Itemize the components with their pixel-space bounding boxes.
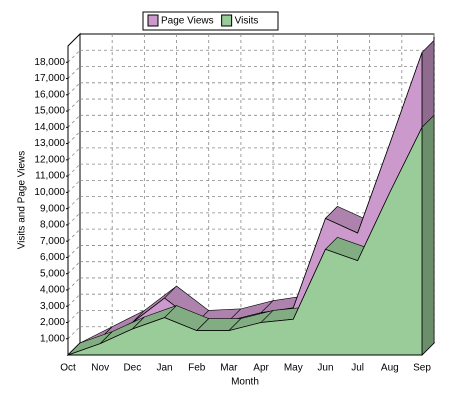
- grid-line: [67, 98, 81, 112]
- y-tick-label: 16,000: [34, 89, 65, 100]
- y-tick-label: 2,000: [40, 317, 65, 328]
- grid-line: [67, 49, 81, 63]
- y-tick-label: 14,000: [34, 122, 65, 133]
- legend-label: Visits: [235, 16, 259, 27]
- legend-box: [142, 11, 279, 31]
- x-tick-label: Jul: [351, 363, 364, 374]
- legend-swatch: [221, 14, 233, 27]
- grid-line: [67, 261, 81, 274]
- x-tick-label: Jun: [317, 363, 333, 374]
- grid-line: [67, 212, 81, 226]
- x-tick-label: Feb: [188, 363, 206, 374]
- y-axis-label: Visits and Page Views: [17, 151, 28, 250]
- y-tick-label: 15,000: [34, 106, 65, 117]
- y-tick-label: 13,000: [34, 138, 65, 149]
- y-tick-label: 4,000: [40, 285, 65, 296]
- x-tick-label: Dec: [123, 363, 141, 374]
- grid-line: [67, 293, 81, 307]
- grid-line: [67, 82, 81, 96]
- grid-line: [67, 310, 81, 323]
- grid-line: [67, 131, 81, 144]
- y-tick-label: 7,000: [40, 236, 65, 247]
- x-tick-label: May: [284, 363, 303, 374]
- x-tick-label: Aug: [381, 363, 399, 374]
- y-tick-label: 9,000: [40, 203, 65, 214]
- grid-line: [67, 66, 81, 79]
- x-tick-label: Nov: [91, 363, 109, 374]
- grid-line: [67, 228, 81, 242]
- x-tick-label: Apr: [253, 363, 269, 374]
- grid-line: [67, 196, 81, 209]
- x-axis-label: Month: [231, 377, 259, 388]
- grid-line: [67, 180, 81, 193]
- y-tick-label: 12,000: [34, 154, 65, 165]
- area: [67, 127, 423, 356]
- x-tick-label: Jan: [156, 363, 172, 374]
- y-tick-label: 5,000: [40, 268, 65, 279]
- y-tick-label: 10,000: [34, 187, 65, 198]
- y-tick-label: 3,000: [40, 301, 65, 312]
- y-tick-label: 1,000: [40, 333, 65, 344]
- side-wall: [67, 32, 81, 357]
- y-tick-label: 11,000: [35, 171, 65, 182]
- y-tick-label: 8,000: [40, 220, 65, 231]
- x-tick-label: Mar: [220, 363, 238, 374]
- x-tick-label: Oct: [60, 363, 76, 374]
- legend-swatch: [147, 14, 159, 27]
- grid-line: [67, 277, 81, 291]
- legend-label: Page Views: [161, 16, 214, 27]
- area-end: [421, 114, 435, 356]
- grid-line: [67, 115, 81, 128]
- y-tick-label: 18,000: [34, 57, 65, 68]
- grid-line: [67, 163, 81, 177]
- x-tick-label: Sep: [413, 363, 431, 374]
- y-tick-label: 6,000: [40, 252, 65, 263]
- y-tick-label: 17,000: [34, 73, 65, 84]
- grid-line: [67, 147, 81, 161]
- grid-line: [67, 326, 81, 340]
- grid-line: [67, 245, 81, 258]
